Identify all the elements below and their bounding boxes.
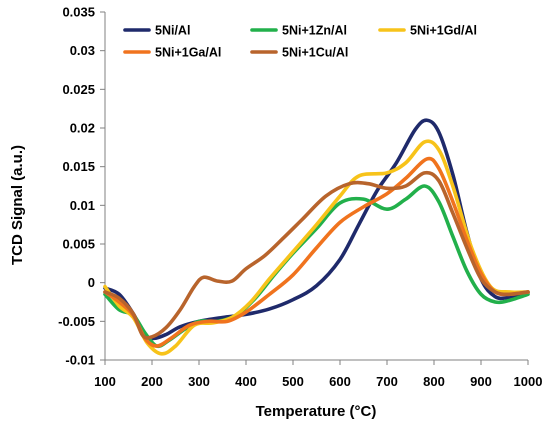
legend-label-5ni-1cu-al: 5Ni+1Cu/Al bbox=[282, 46, 348, 60]
y-tick-label: 0 bbox=[88, 275, 95, 290]
x-tick-label: 500 bbox=[282, 374, 304, 389]
series-line-5ni-1zn-al bbox=[103, 184, 530, 349]
series-line-5ni-1cu-al bbox=[103, 170, 530, 340]
y-tick-label: -0.005 bbox=[58, 314, 95, 329]
x-tick-label: 700 bbox=[376, 374, 398, 389]
y-tick-label: -0.01 bbox=[65, 353, 95, 368]
y-tick-label: 0.03 bbox=[70, 43, 95, 58]
legend-label-5ni-1zn-al: 5Ni+1Zn/Al bbox=[282, 24, 347, 38]
x-tick-label: 1000 bbox=[514, 374, 543, 389]
x-tick-label: 300 bbox=[188, 374, 210, 389]
y-tick-label: 0.025 bbox=[62, 82, 95, 97]
y-tick-label: 0.005 bbox=[62, 237, 95, 252]
legend-label-5ni-1ga-al: 5Ni+1Ga/Al bbox=[155, 46, 221, 60]
x-tick-label: 200 bbox=[141, 374, 163, 389]
x-tick-label: 600 bbox=[329, 374, 351, 389]
legend-label-5ni-al: 5Ni/Al bbox=[155, 24, 190, 38]
legend: 5Ni/Al 5Ni+1Zn/Al 5Ni+1Gd/Al 5Ni+1Ga/Al 5Ni+… bbox=[123, 24, 477, 60]
plot-frame bbox=[104, 12, 528, 361]
y-tick-label: 0.02 bbox=[70, 121, 95, 136]
y-tick-label: 0.015 bbox=[62, 159, 95, 174]
x-tick-label: 800 bbox=[423, 374, 445, 389]
x-tick-label: 900 bbox=[470, 374, 492, 389]
y-tick-label: 0.035 bbox=[62, 5, 95, 20]
x-axis-title: Temperature (°C) bbox=[256, 403, 377, 420]
y-tick-label: 0.01 bbox=[70, 198, 95, 213]
series-line-5ni-1gd-al bbox=[103, 139, 530, 356]
legend-label-5ni-1gd-al: 5Ni+1Gd/Al bbox=[410, 24, 477, 38]
x-tick-label: 100 bbox=[94, 374, 116, 389]
y-axis-title: TCD Signal (a.u.) bbox=[9, 145, 26, 265]
x-tick-label: 400 bbox=[235, 374, 257, 389]
ticks-layer: 100 200 300 400 500 600 700 800 900 1000 -0.01 -0.0… bbox=[58, 5, 542, 390]
series-line-5ni-1ga-al bbox=[103, 156, 530, 348]
series-layer bbox=[103, 118, 530, 356]
